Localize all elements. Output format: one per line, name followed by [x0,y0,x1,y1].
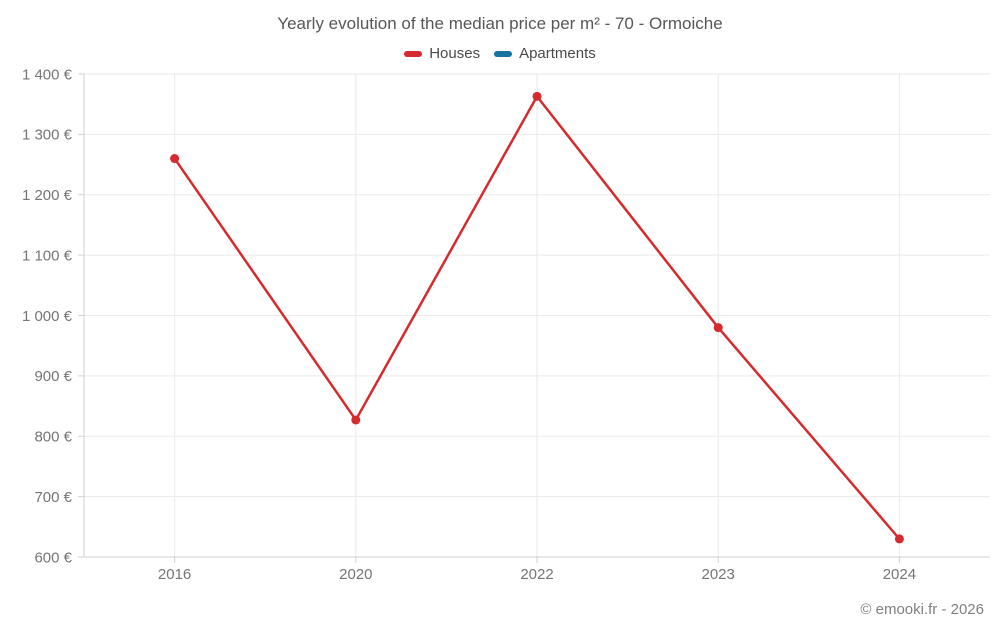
data-point-houses [894,534,904,544]
y-axis-label: 900 € [34,368,72,385]
y-axis-label: 1 200 € [22,187,73,204]
copyright-credit: © emooki.fr - 2026 [860,601,984,618]
y-axis-label: 1 000 € [22,308,73,325]
data-point-houses [532,91,542,101]
data-point-houses [713,323,723,333]
data-point-houses [170,154,180,164]
x-axis-label: 2020 [339,566,372,583]
legend-item-label: Apartments [519,45,596,62]
x-axis-label: 2016 [158,566,191,583]
y-axis-label: 800 € [34,429,72,446]
x-axis-label: 2023 [702,566,735,583]
legend-item-houses[interactable]: Houses [404,45,480,62]
legend: Houses Apartments [0,45,1000,62]
x-axis-label: 2024 [883,566,916,583]
y-axis-label: 700 € [34,489,72,506]
x-axis-label: 2022 [520,566,553,583]
data-point-houses [351,415,361,425]
legend-item-apartments[interactable]: Apartments [494,45,596,62]
y-axis-label: 1 400 € [22,66,73,83]
y-axis-label: 600 € [34,549,72,566]
chart-title: Yearly evolution of the median price per… [277,14,723,33]
legend-swatch-icon [404,50,423,57]
legend-swatch-icon [494,50,513,57]
y-axis-label: 1 100 € [22,247,73,264]
y-axis-label: 1 300 € [22,127,73,144]
legend-item-label: Houses [429,45,481,62]
